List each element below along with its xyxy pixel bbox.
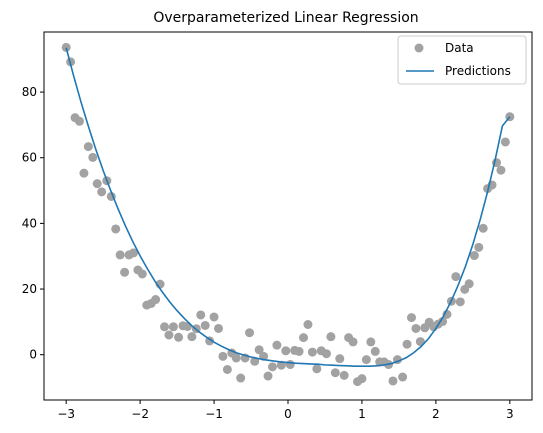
data-point: [478, 223, 488, 233]
data-point: [245, 328, 255, 338]
data-point: [402, 339, 412, 349]
data-point: [61, 42, 71, 52]
data-point: [496, 165, 506, 175]
data-point: [438, 317, 448, 327]
data-point: [182, 321, 192, 331]
data-point: [464, 279, 474, 289]
data-point: [361, 355, 371, 365]
plot-area: [61, 42, 515, 387]
data-point: [321, 349, 331, 359]
legend-box: [397, 35, 527, 85]
data-point: [79, 168, 89, 178]
data-point: [137, 269, 147, 279]
data-point: [128, 248, 138, 258]
data-point: [83, 142, 93, 152]
data-point: [500, 137, 510, 147]
data-point: [451, 272, 461, 282]
data-point: [115, 250, 125, 260]
data-point: [474, 242, 484, 252]
data-point: [196, 310, 206, 320]
data-point: [281, 346, 291, 356]
data-point: [455, 297, 465, 307]
data-point: [120, 267, 130, 277]
legend-label-data: Data: [445, 41, 474, 55]
data-point: [164, 330, 174, 340]
data-point: [272, 340, 282, 350]
y-tick-label: 60: [22, 151, 37, 165]
data-point: [339, 370, 349, 380]
data-point: [74, 116, 84, 126]
x-tick-label: 1: [358, 407, 366, 421]
x-tick-label: 3: [506, 407, 514, 421]
y-tick-label: 0: [29, 348, 37, 362]
data-point: [214, 323, 223, 333]
data-point: [357, 374, 367, 384]
x-tick-label: 0: [284, 407, 292, 421]
data-point: [218, 351, 228, 361]
legend: Data Predictions: [397, 35, 527, 85]
data-point: [168, 322, 178, 332]
x-tick-label: −1: [205, 407, 223, 421]
predictions-line: [65, 47, 511, 367]
data-point: [299, 333, 309, 343]
data-point: [88, 152, 98, 162]
x-tick-label: −3: [57, 407, 75, 421]
data-point: [469, 251, 479, 261]
data-point: [160, 322, 170, 332]
data-point: [348, 337, 358, 347]
data-point: [174, 332, 184, 342]
data-point: [97, 187, 107, 197]
x-tick-label: −2: [131, 407, 149, 421]
data-point: [330, 368, 340, 378]
data-point: [200, 320, 210, 330]
data-point: [254, 345, 264, 355]
legend-label-predictions: Predictions: [445, 64, 511, 78]
data-point: [303, 320, 313, 329]
data-point: [398, 372, 408, 382]
data-point: [267, 362, 277, 372]
data-point: [312, 364, 322, 374]
data-point: [406, 313, 416, 323]
data-point: [111, 224, 121, 234]
x-tick-label: 2: [432, 407, 440, 421]
legend-marker-data: [414, 43, 424, 53]
data-point: [236, 373, 246, 383]
data-point: [209, 312, 219, 322]
data-point: [307, 347, 317, 357]
data-point: [92, 179, 102, 189]
data-point: [370, 346, 380, 356]
data-point: [263, 371, 273, 381]
data-point: [411, 323, 421, 333]
data-point: [222, 364, 232, 374]
data-point: [388, 376, 398, 386]
y-tick-label: 40: [22, 216, 37, 230]
data-point: [326, 332, 336, 342]
data-point: [285, 360, 295, 370]
axis-ticks: −3 −2 −1 0 1 2 3 0 20 40 60 80: [22, 85, 514, 421]
data-point: [294, 346, 304, 356]
data-point: [366, 337, 376, 347]
data-point: [151, 295, 161, 305]
data-point: [231, 353, 241, 363]
data-point: [187, 332, 197, 342]
axes-frame: [43, 31, 533, 401]
y-tick-label: 80: [22, 85, 37, 99]
chart-title: Overparameterized Linear Regression: [153, 10, 418, 26]
y-tick-label: 20: [22, 282, 37, 296]
data-point: [335, 354, 345, 364]
